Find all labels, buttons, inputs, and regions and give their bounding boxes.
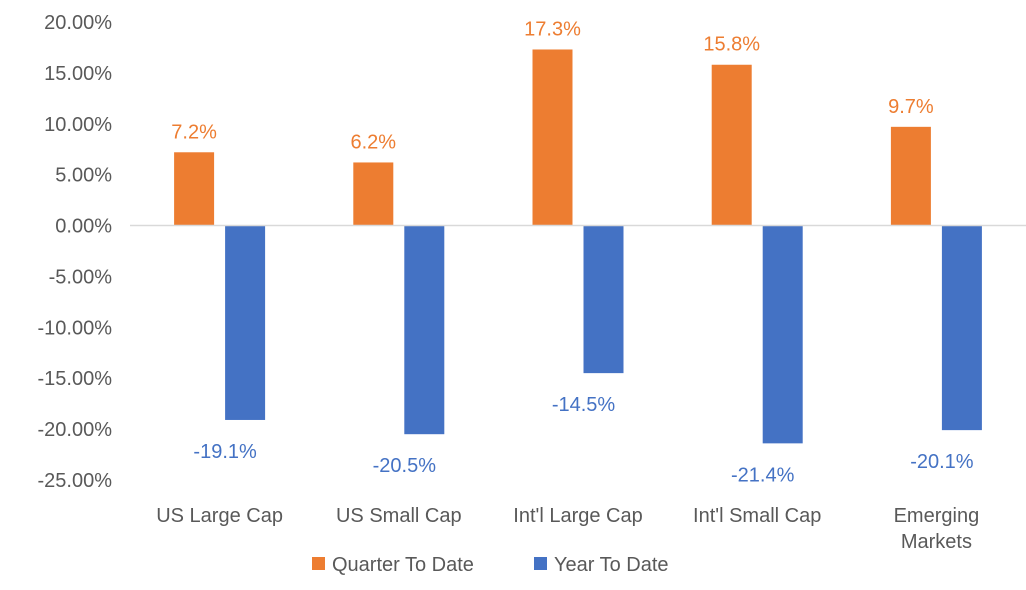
data-labels: 7.2% 6.2% 17.3% 15.8% 9.7% -19.1% -20.5% -14.5%… bbox=[171, 18, 973, 486]
x-axis-categories: US Large Cap US Small Cap Int'l Large Cap I… bbox=[156, 505, 979, 553]
data-label: -20.5% bbox=[373, 455, 437, 477]
data-label: 17.3% bbox=[524, 18, 581, 40]
legend-swatch bbox=[534, 557, 547, 570]
bars bbox=[174, 49, 982, 444]
y-tick-label: -15.00% bbox=[38, 368, 113, 390]
y-tick-label: 10.00% bbox=[44, 114, 112, 136]
data-label: 15.8% bbox=[703, 34, 760, 56]
legend-swatch bbox=[312, 557, 325, 570]
x-category-label: Int'l Small Cap bbox=[693, 505, 821, 527]
data-label: -19.1% bbox=[193, 441, 257, 463]
x-category-label: Emerging Markets bbox=[894, 505, 980, 553]
bar-year-to-date bbox=[941, 225, 982, 431]
bar-quarter-to-date bbox=[174, 152, 215, 226]
bar-year-to-date bbox=[762, 225, 803, 444]
data-label: -21.4% bbox=[731, 464, 795, 486]
y-axis: 20.00% 15.00% 10.00% 5.00% 0.00% -5.00% -10.00… bbox=[38, 12, 113, 492]
bar-quarter-to-date bbox=[532, 49, 573, 226]
x-category-label: US Small Cap bbox=[336, 505, 462, 527]
y-tick-label: 5.00% bbox=[55, 165, 112, 187]
y-tick-label: -10.00% bbox=[38, 317, 113, 339]
y-tick-label: 0.00% bbox=[55, 216, 112, 238]
x-category-label: US Large Cap bbox=[156, 505, 283, 527]
y-tick-label: 15.00% bbox=[44, 63, 112, 85]
bar-year-to-date bbox=[404, 225, 445, 435]
bar-quarter-to-date bbox=[353, 162, 394, 226]
legend-label: Year To Date bbox=[554, 554, 669, 576]
data-label: -20.1% bbox=[910, 451, 974, 473]
data-label: 9.7% bbox=[888, 96, 934, 118]
data-label: 7.2% bbox=[171, 121, 217, 143]
bar-year-to-date bbox=[583, 225, 624, 374]
y-tick-label: -20.00% bbox=[38, 419, 113, 441]
y-tick-label: 20.00% bbox=[44, 12, 112, 34]
legend-label: Quarter To Date bbox=[332, 554, 474, 576]
legend: Quarter To Date Year To Date bbox=[312, 554, 669, 576]
bar-quarter-to-date bbox=[711, 64, 752, 226]
bar-year-to-date bbox=[225, 225, 266, 420]
y-tick-label: -25.00% bbox=[38, 470, 113, 492]
y-tick-label: -5.00% bbox=[49, 266, 113, 288]
data-label: -14.5% bbox=[552, 394, 616, 416]
x-category-label: Int'l Large Cap bbox=[513, 505, 642, 527]
data-label: 6.2% bbox=[351, 131, 397, 153]
bar-quarter-to-date bbox=[890, 126, 931, 226]
